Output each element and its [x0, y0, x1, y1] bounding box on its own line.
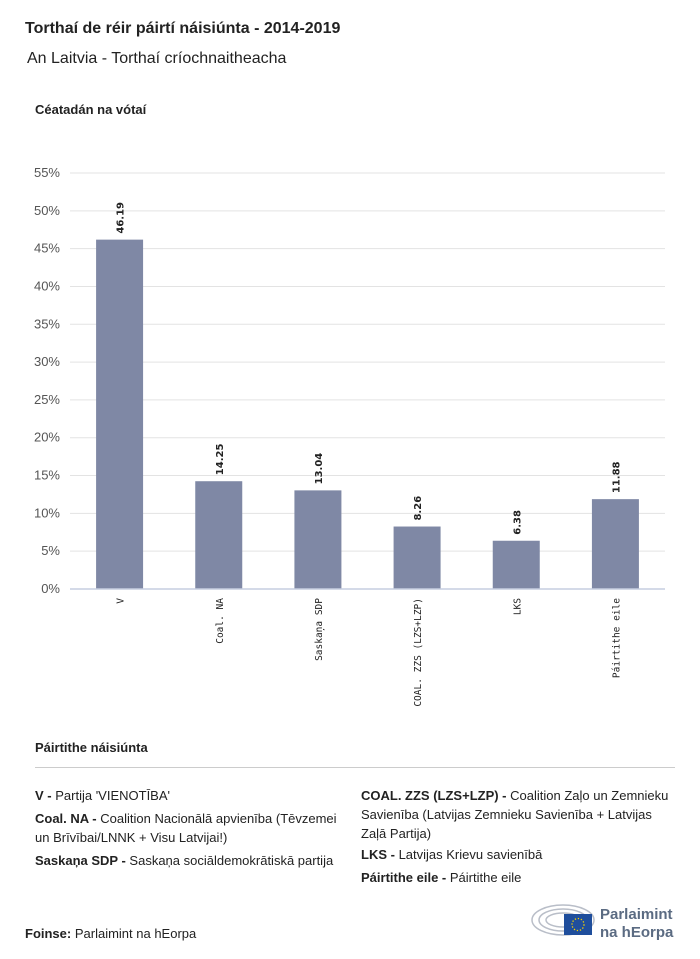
bar — [492, 540, 540, 589]
x-tick-label: Saskaņa SDP — [314, 598, 325, 661]
legend-title: Páirtithe náisiúnta — [35, 740, 148, 755]
legend-item: Saskaņa SDP - Saskaņa sociāldemokrātiskā… — [35, 853, 334, 868]
x-tick-label: LKS — [512, 598, 523, 615]
y-tick-label: 30% — [34, 354, 60, 369]
y-tick-label: 15% — [34, 468, 60, 483]
bar — [195, 481, 243, 589]
data-label: 6.38 — [512, 510, 523, 535]
y-tick-label: 55% — [34, 165, 60, 180]
x-tick-label: Coal. NA — [215, 598, 226, 644]
source-note: Foinse: Parlaimint na hEorpa — [25, 926, 197, 941]
legend-item: LKS - Latvijas Krievu savienībā — [361, 847, 543, 862]
chart-subtitle: An Laitvia - Torthaí críochnaitheacha — [27, 50, 287, 67]
data-label: 13.04 — [314, 453, 325, 485]
legend-item: COAL. ZZS (LZS+LZP) - Coalition Zaļo un … — [361, 788, 669, 841]
x-tick-label: Páirtithe eile — [611, 598, 622, 678]
data-label: 14.25 — [215, 444, 226, 476]
legend-item: Coal. NA - Coalition Nacionālā apvienība… — [35, 811, 337, 845]
bar — [591, 499, 639, 589]
legend-divider — [35, 767, 675, 768]
data-label: 8.26 — [413, 496, 424, 521]
y-tick-label: 5% — [41, 543, 60, 558]
parliament-logo-icon — [531, 904, 595, 936]
y-tick-label: 25% — [34, 392, 60, 407]
x-tick-label: COAL. ZZS (LZS+LZP) — [413, 598, 424, 707]
bar — [96, 239, 144, 590]
bar — [393, 526, 441, 589]
y-axis-label: Céatadán na vótaí — [35, 102, 147, 117]
legend-item: V - Partija 'VIENOTĪBA' — [35, 788, 171, 803]
y-tick-label: 0% — [41, 581, 60, 596]
x-tick-label: V — [116, 598, 127, 604]
logo-text: Parlaimint na hEorpa — [600, 906, 674, 941]
bar-chart: 0% 5% 10% 15% 20% 25% 30% 35% 40% 45% 50% 55% 46.19 V… — [34, 165, 665, 707]
y-tick-label: 35% — [34, 316, 60, 331]
y-tick-label: 10% — [34, 505, 60, 520]
bar — [294, 490, 342, 589]
y-tick-label: 50% — [34, 203, 60, 218]
y-tick-label: 45% — [34, 241, 60, 256]
chart-title: Torthaí de réir páirtí náisiúnta - 2014-… — [25, 20, 341, 37]
y-tick-label: 40% — [34, 278, 60, 293]
data-label: 11.88 — [611, 461, 622, 493]
y-tick-label: 20% — [34, 430, 60, 445]
legend-item: Páirtithe eile - Páirtithe eile — [361, 870, 522, 885]
data-label: 46.19 — [116, 202, 127, 234]
